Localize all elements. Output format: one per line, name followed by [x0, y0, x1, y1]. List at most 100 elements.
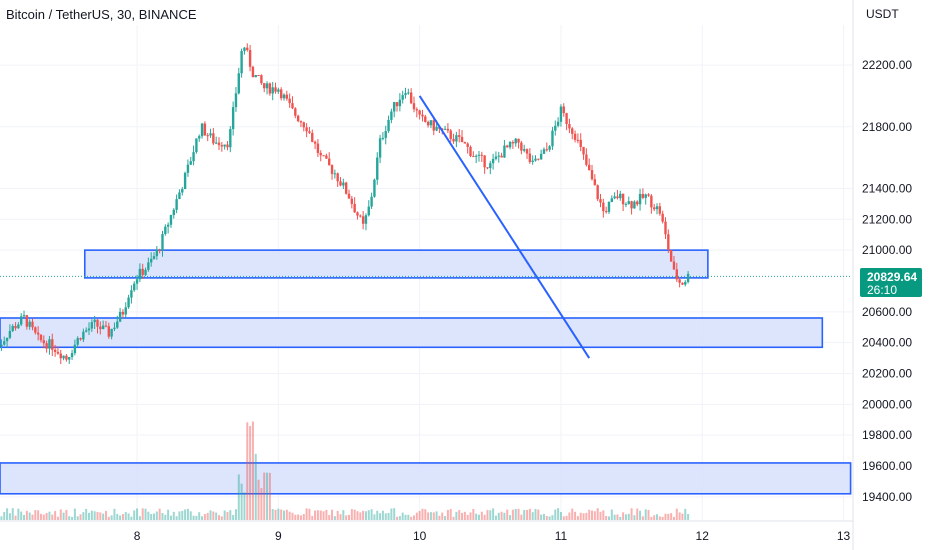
volume-bar: [613, 514, 616, 520]
candle-body: [613, 196, 616, 199]
volume-bar: [624, 514, 627, 520]
candle-body: [455, 135, 458, 142]
volume-bar: [8, 513, 11, 520]
candle-body: [169, 215, 173, 225]
volume-bar: [291, 512, 294, 520]
candle-body: [65, 355, 68, 360]
candle-body: [22, 315, 26, 317]
candle-body: [291, 103, 294, 109]
candle-body: [166, 224, 170, 227]
candle-body: [370, 196, 373, 207]
candle-body: [506, 145, 509, 148]
volume-bar: [421, 508, 424, 520]
volume-bar: [203, 514, 206, 520]
volume-bar: [545, 516, 548, 520]
candle-body: [206, 135, 209, 137]
volume-bar: [45, 513, 48, 520]
y-tick-label: 19600.00: [862, 459, 912, 473]
volume-bar: [373, 514, 376, 520]
candle-body: [288, 98, 291, 104]
volume-bar: [150, 513, 153, 520]
candle-body: [149, 258, 153, 263]
volume-bar: [240, 483, 243, 520]
candle-body: [361, 216, 365, 224]
candle-body: [104, 325, 108, 327]
volume-bar: [353, 509, 356, 520]
candle-body: [667, 234, 670, 250]
candle-body: [367, 206, 370, 216]
candle-body: [316, 143, 320, 154]
candle-body: [514, 138, 517, 144]
y-tick-label: 20600.00: [862, 305, 912, 319]
candle-body: [336, 173, 339, 182]
candle-body: [571, 128, 574, 134]
price-zone: [0, 462, 852, 495]
volume-bar: [644, 509, 647, 520]
volume-bar: [73, 508, 76, 520]
candle-body: [474, 155, 478, 157]
volume-bar: [480, 511, 483, 520]
volume-bar: [486, 510, 489, 520]
candle-body: [51, 339, 54, 350]
volume-bar: [542, 513, 545, 520]
candle-body: [522, 149, 526, 151]
volume-bar: [54, 511, 57, 520]
volume-bar: [212, 511, 215, 520]
candle-body: [328, 158, 331, 166]
volume-bar: [565, 515, 568, 520]
volume-bar: [316, 510, 319, 520]
candle-body: [178, 192, 181, 200]
candle-body: [607, 202, 611, 212]
candle-body: [460, 136, 464, 143]
volume-bar: [48, 511, 51, 520]
x-tick-label: 11: [555, 529, 568, 543]
volume-bar: [381, 510, 384, 520]
volume-bar: [667, 513, 670, 520]
volume-bar: [596, 508, 599, 520]
volume-bar: [283, 510, 285, 520]
candle-body: [525, 149, 529, 154]
volume-bar: [110, 515, 113, 520]
volume-bar: [647, 509, 650, 520]
volume-bar: [427, 512, 430, 520]
volume-bar: [576, 516, 579, 520]
candle-body: [449, 130, 452, 139]
volume-bar: [119, 515, 122, 520]
candle-body: [573, 133, 577, 140]
candle-body: [198, 136, 201, 139]
volume-bar: [664, 513, 667, 520]
x-tick-label: 8: [134, 529, 141, 543]
volume-bar: [59, 509, 62, 520]
candle-body: [452, 138, 455, 142]
volume-bar: [469, 512, 472, 520]
volume-bar: [82, 512, 85, 520]
candle-body: [107, 326, 110, 337]
candle-body: [36, 332, 40, 335]
volume-bar: [350, 509, 353, 520]
price-zone: [0, 317, 824, 349]
volume-bar: [51, 514, 54, 520]
volume-bar: [489, 510, 492, 520]
volume-bar: [398, 516, 401, 520]
candle-body: [299, 121, 303, 123]
volume-bar: [319, 510, 322, 520]
candle-body: [31, 321, 34, 328]
candle-body: [325, 155, 328, 159]
candle-body: [610, 198, 614, 203]
volume-bar: [62, 512, 65, 520]
volume-bar: [520, 514, 523, 520]
candle-body: [339, 181, 342, 186]
volume-bar: [585, 512, 588, 520]
y-tick-label: 20400.00: [862, 336, 912, 350]
volume-bar: [336, 510, 339, 520]
volume-bar: [370, 509, 373, 520]
candle-body: [503, 145, 506, 158]
volume-bar: [458, 510, 461, 520]
candle-body: [373, 179, 376, 197]
candle-body: [161, 233, 164, 251]
candle-body: [500, 155, 503, 158]
volume-bar: [684, 508, 687, 520]
candle-body: [19, 316, 23, 325]
y-tick-label: 19400.00: [862, 490, 912, 504]
